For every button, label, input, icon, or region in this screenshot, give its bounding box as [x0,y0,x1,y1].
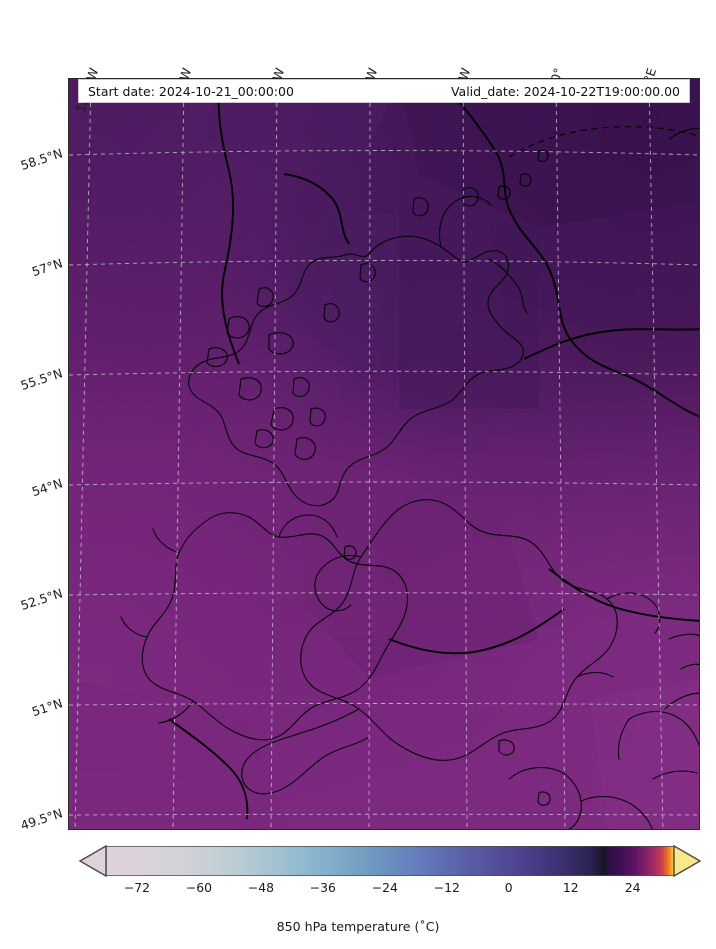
coastlines [120,128,699,829]
start-date-label: Start date: 2024-10-21_00:00:00 [88,83,294,99]
colorbar[interactable]: −72 −60 −48 −36 −24 −12 0 12 24 [78,844,702,895]
lat-tick-label-5: 51°N [29,695,65,720]
lat-tick-label-4: 52.5°N [18,585,65,613]
border-dashed-line [508,126,699,158]
colorbar-tick-2: −48 [247,880,274,895]
map-plot-area[interactable] [68,78,700,830]
colorbar-tick-5: −12 [433,880,460,895]
map-svg [69,79,699,829]
colorbar-tick-3: −36 [309,880,336,895]
colorbar-tick-0: −72 [123,880,151,895]
temperature-field [69,79,699,829]
colorbar-tick-8: 24 [624,880,641,895]
colorbar-tick-7: 12 [562,880,579,895]
colorbar-extend-arrows [78,844,702,878]
contour-lines [168,79,699,820]
graticule-gridlines [69,79,699,829]
valid-date-label: Valid_date: 2024-10-22T19:00:00.00 [450,83,680,99]
colorbar-tick-1: −60 [185,880,213,895]
lat-tick-label-6: 49.5°N [18,805,65,833]
colorbar-gradient [106,846,674,876]
lat-tick-label-2: 55.5°N [18,365,65,393]
colorbar-tick-4: −24 [371,880,398,895]
lat-tick-label-3: 54°N [29,475,65,500]
date-annotation-box: Start date: 2024-10-21_00:00:00 Valid_da… [78,79,690,103]
colorbar-axis-label: 850 hPa temperature (˚C) [276,919,440,934]
lat-tick-label-1: 57°N [29,255,65,280]
colorbar-tick-6: 0 [504,880,513,895]
